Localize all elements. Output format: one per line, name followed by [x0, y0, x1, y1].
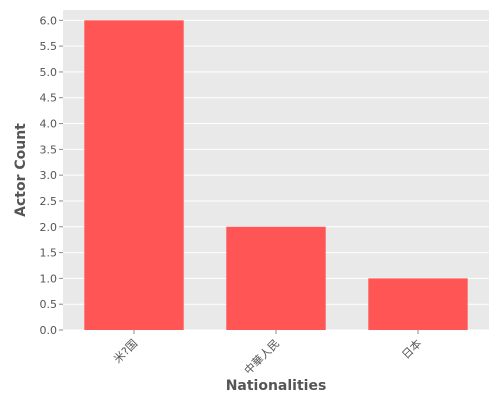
y-axis-ticks: 0.0 0.5 1.0 1.5 2.0 2.5 3.0 3.5 4.0 4.5 5.0 5.5 6.0 [40, 14, 63, 337]
bar [226, 226, 326, 330]
y-tick-label: 0.0 [40, 324, 58, 337]
bars [84, 20, 468, 331]
y-tick-label: 1.0 [40, 272, 58, 285]
x-tick-label: 米?国 [111, 337, 140, 366]
y-tick-label: 2.0 [40, 221, 58, 234]
bar [84, 20, 184, 331]
x-tick-label: 日本 [399, 336, 424, 361]
y-tick-label: 4.5 [40, 92, 58, 105]
y-tick-label: 4.0 [40, 118, 58, 131]
y-tick-label: 1.5 [40, 247, 58, 260]
y-tick-label: 5.5 [40, 40, 58, 53]
y-tick-label: 2.5 [40, 195, 58, 208]
x-axis-ticks: 米?国 中華人民 日本 [111, 330, 424, 377]
y-axis-title: Actor Count [13, 123, 29, 217]
x-tick-label: 中華人民 [242, 337, 282, 377]
y-tick-label: 0.5 [40, 298, 58, 311]
y-tick-label: 5.0 [40, 66, 58, 79]
y-tick-label: 6.0 [40, 14, 58, 27]
bar [368, 278, 468, 330]
y-tick-label: 3.0 [40, 169, 58, 182]
y-tick-label: 3.5 [40, 143, 58, 156]
x-axis-title: Nationalities [226, 378, 327, 394]
